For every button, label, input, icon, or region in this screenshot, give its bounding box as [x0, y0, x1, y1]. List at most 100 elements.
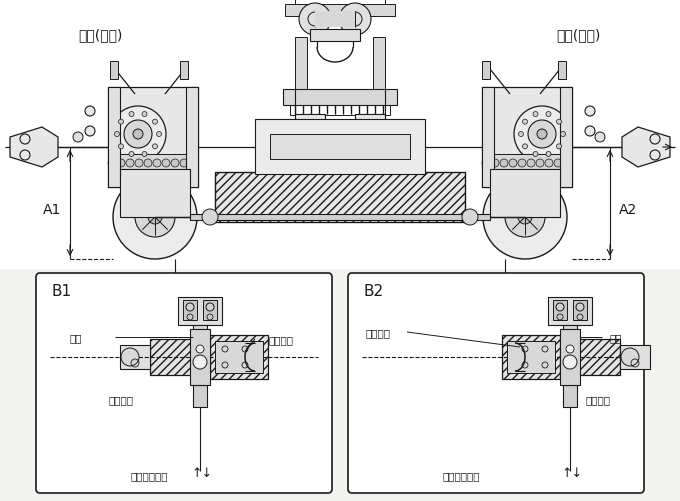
Bar	[285, 5, 395, 17]
FancyBboxPatch shape	[36, 274, 332, 493]
Circle shape	[73, 133, 83, 143]
Circle shape	[576, 304, 584, 312]
Circle shape	[148, 210, 162, 224]
Circle shape	[118, 145, 124, 149]
Text: A1: A1	[43, 202, 61, 216]
Circle shape	[206, 304, 214, 312]
Circle shape	[339, 4, 371, 36]
Circle shape	[156, 132, 162, 137]
Circle shape	[162, 160, 170, 168]
Circle shape	[142, 112, 147, 117]
Circle shape	[152, 145, 158, 149]
Bar	[215, 173, 465, 222]
Circle shape	[546, 152, 551, 157]
Circle shape	[514, 107, 570, 163]
Bar	[355, 115, 385, 139]
Circle shape	[124, 121, 152, 149]
Circle shape	[491, 160, 499, 168]
Circle shape	[118, 120, 124, 125]
Circle shape	[180, 160, 188, 168]
Circle shape	[186, 304, 194, 312]
Text: ↑↓: ↑↓	[192, 466, 213, 479]
Bar	[563, 385, 577, 407]
Circle shape	[556, 145, 562, 149]
Circle shape	[518, 132, 524, 137]
Circle shape	[144, 160, 152, 168]
Bar	[193, 385, 207, 407]
Circle shape	[113, 176, 197, 260]
Circle shape	[142, 152, 147, 157]
Circle shape	[110, 107, 166, 163]
Bar	[295, 38, 307, 98]
Circle shape	[202, 209, 218, 225]
Circle shape	[135, 197, 175, 237]
Circle shape	[482, 160, 490, 168]
Circle shape	[153, 160, 161, 168]
Polygon shape	[10, 128, 58, 168]
Bar	[0, 0, 680, 270]
Circle shape	[129, 112, 134, 117]
Bar	[553, 301, 567, 320]
Circle shape	[189, 160, 197, 168]
Bar	[190, 329, 210, 385]
Circle shape	[505, 197, 545, 237]
Circle shape	[171, 160, 179, 168]
Bar	[283, 90, 397, 106]
Bar	[482, 62, 490, 80]
Text: 十字接头: 十字接头	[365, 327, 390, 337]
Bar	[150, 339, 200, 375]
Circle shape	[537, 130, 547, 140]
Text: ↑↓: ↑↓	[562, 466, 583, 479]
Text: B1: B1	[52, 284, 72, 299]
Circle shape	[528, 121, 556, 149]
Bar	[120, 170, 190, 217]
Circle shape	[133, 130, 143, 140]
Bar	[315, 12, 355, 28]
Circle shape	[121, 348, 139, 366]
Bar	[215, 341, 263, 373]
Bar	[490, 170, 560, 217]
Circle shape	[533, 152, 538, 157]
Text: 偏心连接心轴: 偏心连接心轴	[442, 470, 479, 480]
Circle shape	[545, 160, 553, 168]
Bar	[110, 62, 118, 80]
Bar	[502, 335, 560, 379]
Circle shape	[483, 176, 567, 260]
Bar	[507, 341, 555, 373]
Circle shape	[152, 120, 158, 125]
Bar	[178, 298, 222, 325]
Bar	[180, 62, 188, 80]
Circle shape	[560, 132, 566, 137]
Circle shape	[536, 160, 544, 168]
Circle shape	[126, 160, 134, 168]
Bar	[120, 345, 150, 369]
Circle shape	[299, 4, 331, 36]
Circle shape	[533, 112, 538, 117]
Circle shape	[563, 160, 571, 168]
Text: 固定螺帽: 固定螺帽	[108, 394, 133, 404]
Text: 主动(送料): 主动(送料)	[78, 28, 122, 42]
Circle shape	[108, 160, 116, 168]
Circle shape	[522, 120, 528, 125]
Bar	[290, 106, 390, 116]
Circle shape	[500, 160, 508, 168]
Circle shape	[527, 160, 535, 168]
Bar	[560, 88, 572, 188]
Bar	[570, 339, 620, 375]
Bar	[183, 301, 197, 320]
Bar	[190, 214, 490, 220]
Bar	[482, 88, 572, 188]
Bar	[548, 298, 592, 325]
Bar	[108, 88, 120, 188]
Circle shape	[85, 107, 95, 117]
Bar	[108, 155, 198, 173]
Text: 摇臂: 摇臂	[610, 332, 622, 342]
Circle shape	[522, 145, 528, 149]
Circle shape	[518, 160, 526, 168]
Bar	[270, 135, 410, 160]
Circle shape	[621, 348, 639, 366]
Circle shape	[595, 133, 605, 143]
Bar	[573, 301, 587, 320]
Bar	[560, 329, 580, 385]
Bar	[558, 62, 566, 80]
